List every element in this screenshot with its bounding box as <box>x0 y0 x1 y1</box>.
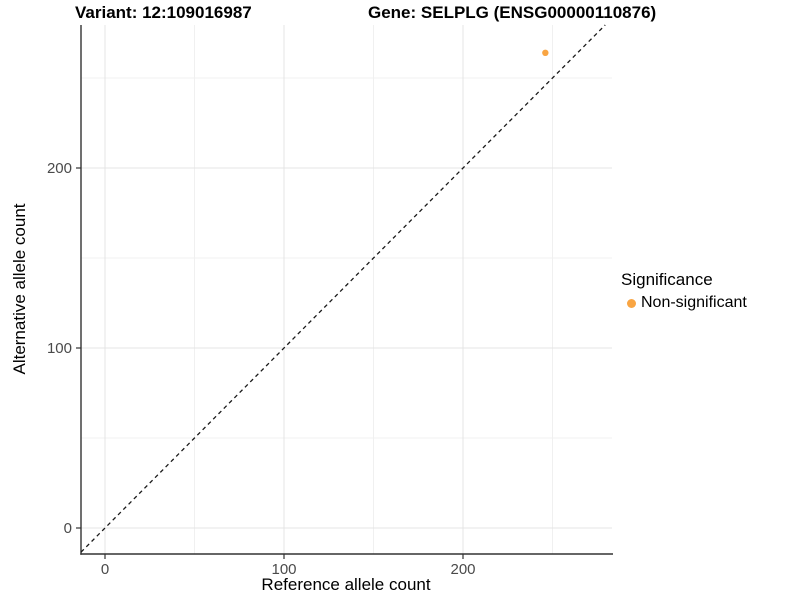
x-tick-label: 200 <box>450 561 475 578</box>
legend-point-icon <box>627 298 636 308</box>
identity-dashed-line <box>80 24 606 553</box>
data-point <box>542 49 549 56</box>
legend-title: Significance <box>621 270 713 289</box>
legend: Significance Non-significant <box>621 270 747 312</box>
x-tick-label: 100 <box>271 561 296 578</box>
y-tick-label: 200 <box>47 160 72 177</box>
x-axis-title: Reference allele count <box>261 575 431 594</box>
x-tick-label: 0 <box>101 561 109 578</box>
plot-title-gene: Gene: SELPLG (ENSG00000110876) <box>368 3 657 22</box>
y-axis-title: Alternative allele count <box>10 203 29 375</box>
y-tick-label: 100 <box>47 340 72 357</box>
y-tick-label: 0 <box>64 520 72 537</box>
legend-entry-non-significant: Non-significant <box>621 294 747 312</box>
plot-title-variant: Variant: 12:109016987 <box>75 3 252 22</box>
legend-entry-label: Non-significant <box>641 294 747 311</box>
